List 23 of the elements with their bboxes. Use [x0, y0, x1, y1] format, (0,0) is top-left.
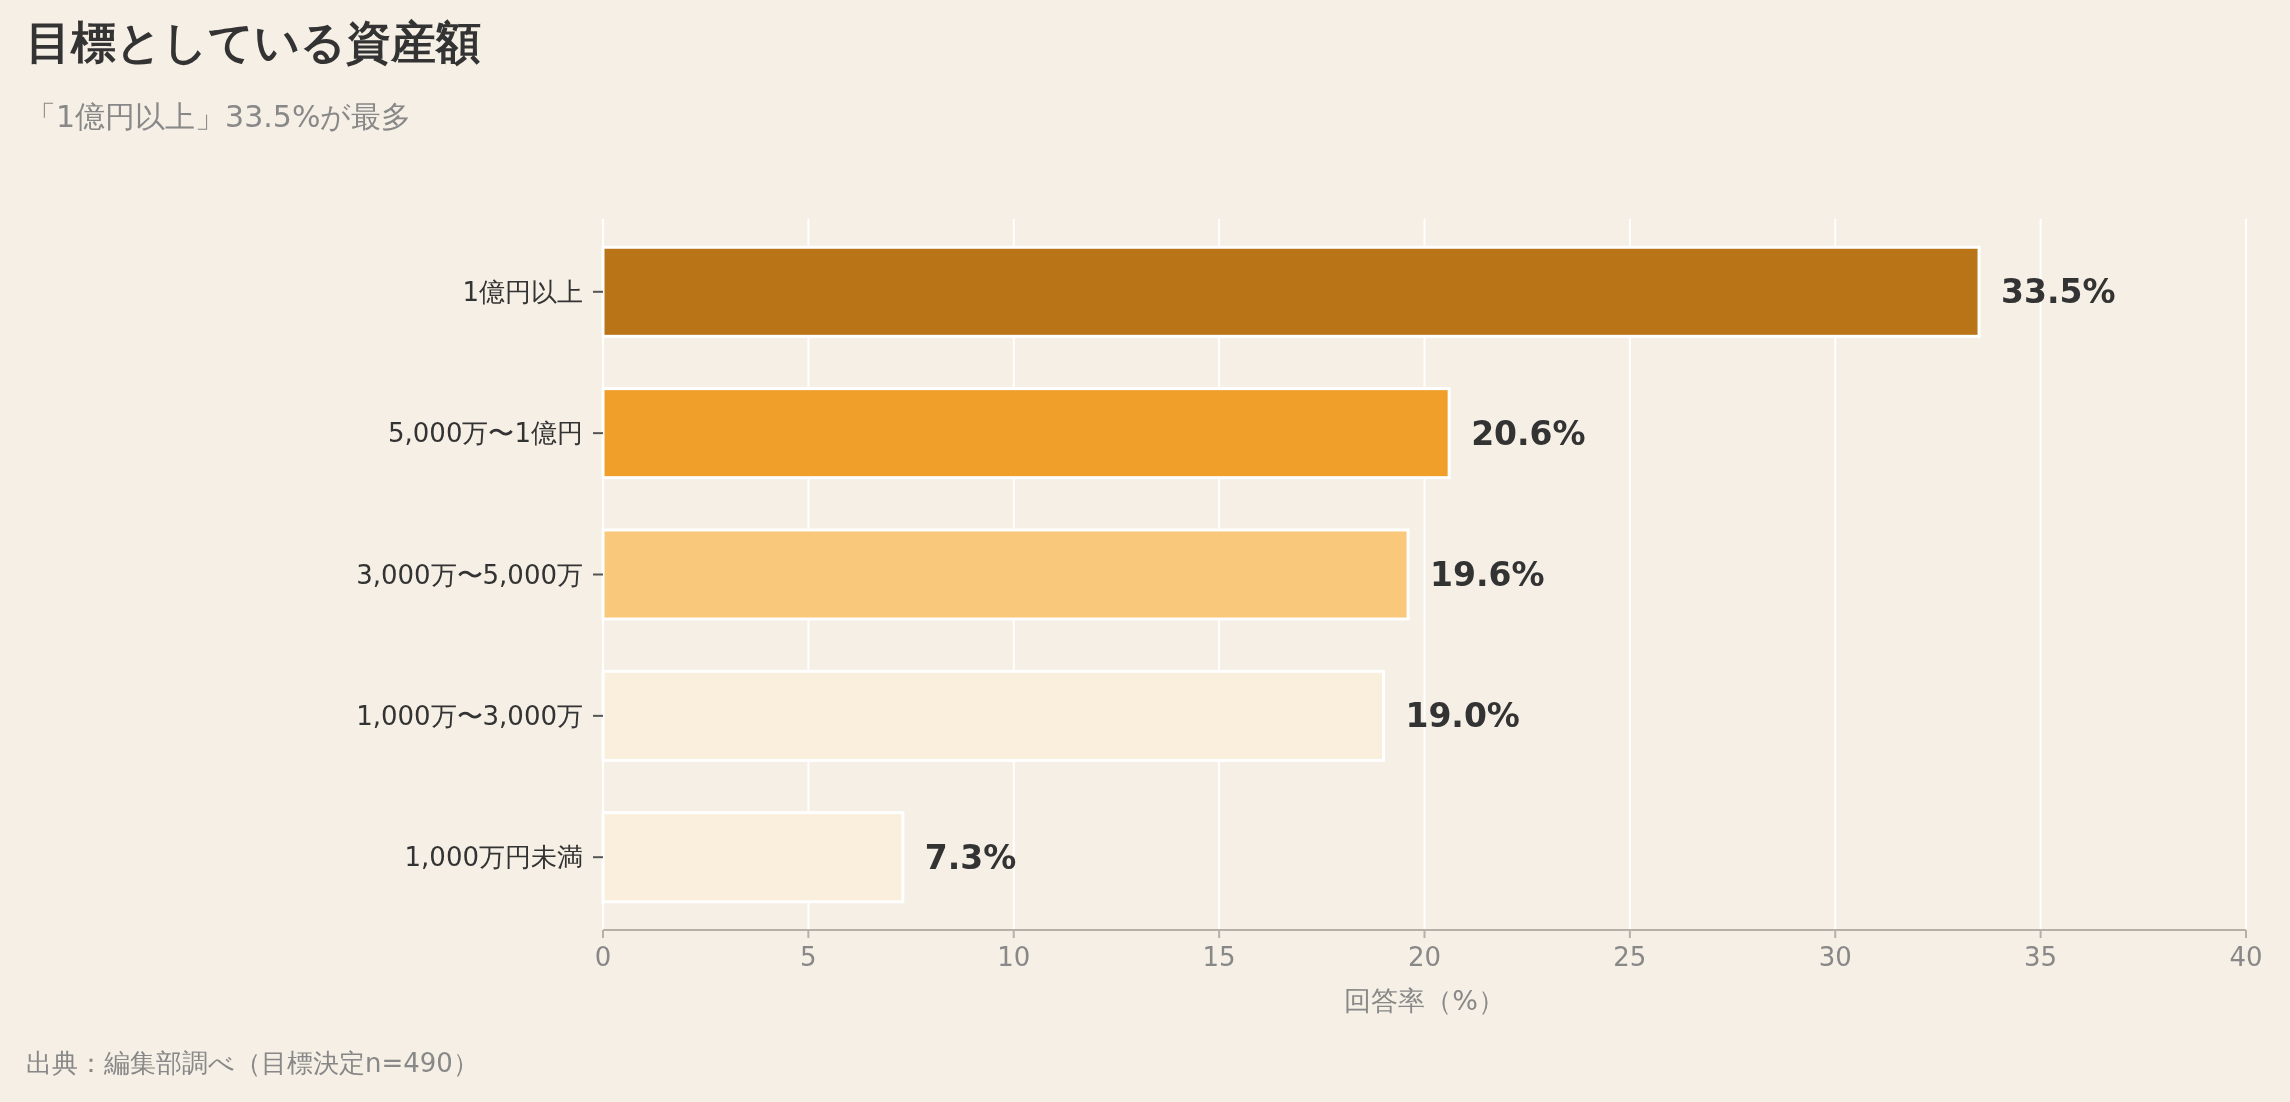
x-tick-label: 5 — [800, 942, 817, 972]
data-label: 20.6% — [1471, 413, 1586, 453]
chart-title: 目標としている資産額 — [26, 16, 481, 69]
x-tick-label: 15 — [1202, 942, 1236, 972]
data-label: 7.3% — [924, 837, 1017, 877]
x-tick-label: 10 — [997, 942, 1031, 972]
x-axis-title: 回答率（%） — [1344, 985, 1505, 1016]
y-tick-label: 3,000万〜5,000万 — [356, 559, 583, 590]
y-tick-label: 1,000万円未満 — [404, 842, 583, 873]
x-tick-label: 0 — [594, 942, 612, 972]
data-label: 19.0% — [1405, 696, 1520, 736]
text: 「1億円以上」33.5%が最多 — [26, 99, 412, 134]
x-tick-label: 20 — [1407, 942, 1442, 972]
y-tick-label: 1,000万〜3,000万 — [356, 700, 583, 731]
data-label: 33.5% — [2001, 272, 2116, 312]
y-tick-label: 1億円以上 — [462, 276, 583, 307]
y-tick-label: 5,000万〜1億円 — [388, 418, 583, 449]
x-tick-label: 30 — [1818, 942, 1852, 972]
x-tick-label: 35 — [2024, 942, 2058, 972]
x-tick-label: 25 — [1613, 942, 1647, 972]
x-tick-label: 40 — [2229, 942, 2263, 972]
data-label: 19.6% — [1430, 555, 1545, 594]
source-note: 出典：編集部調べ（目標決定n=490） — [26, 1048, 479, 1078]
